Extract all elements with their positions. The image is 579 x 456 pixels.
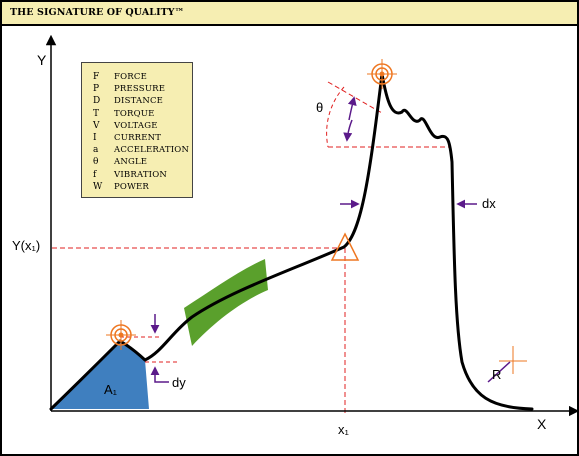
- legend-label: CURRENT: [114, 132, 162, 143]
- legend-row: T TORQUE: [82, 106, 192, 119]
- x1-label: x₁: [338, 422, 349, 437]
- legend-symbol: V: [93, 120, 100, 131]
- legend-label: VOLTAGE: [114, 120, 158, 131]
- signature-curve: [49, 72, 534, 411]
- legend-row: F FORCE: [82, 69, 192, 82]
- legend-symbol: θ: [93, 157, 99, 168]
- legend-row: D DISTANCE: [82, 93, 192, 107]
- area-a1-label: A₁: [104, 382, 118, 397]
- legend-label: ANGLE: [114, 157, 148, 168]
- x-axis-label: X: [537, 416, 547, 432]
- triangle-marker-icon: [330, 232, 360, 261]
- legend-row: I CURRENT: [82, 130, 192, 143]
- dy-arrow-up: [150, 366, 169, 383]
- theta-arrow-up: [347, 96, 357, 121]
- legend-row: a ACCELERATION: [82, 142, 192, 156]
- theta-arrow-down: [343, 119, 353, 142]
- legend-row: V VOLTAGE: [82, 118, 192, 131]
- header-bar: THE SIGNATURE OF QUALITY™: [2, 2, 577, 26]
- theta-label: θ: [316, 100, 324, 115]
- dy-label: dy: [172, 375, 186, 390]
- legend-row: θ ANGLE: [82, 154, 192, 168]
- legend-symbol: I: [93, 132, 97, 143]
- y-of-x1-label: Y(x₁): [12, 238, 41, 253]
- target-icon: [106, 320, 136, 350]
- legend-symbol: F: [93, 72, 100, 82]
- header-title: THE SIGNATURE OF QUALITY™: [10, 7, 185, 18]
- theta-arc: [326, 86, 345, 148]
- y-axis-label: Y: [37, 52, 47, 68]
- legend-label: TORQUE: [114, 108, 155, 119]
- legend-label: DISTANCE: [114, 96, 164, 107]
- legend-symbol: D: [93, 96, 101, 107]
- legend-label: POWER: [114, 181, 150, 192]
- legend-symbol: P: [93, 84, 100, 95]
- legend-label: FORCE: [114, 72, 147, 82]
- legend-row: W POWER: [82, 179, 192, 192]
- legend-symbol: W: [93, 181, 103, 192]
- legend-label: ACCELERATION: [114, 145, 190, 156]
- peak-slope-line: [327, 81, 383, 114]
- legend-label: PRESSURE: [114, 84, 166, 95]
- target-icon: [367, 59, 397, 89]
- legend-symbol: T: [93, 108, 100, 119]
- dx-label: dx: [482, 196, 496, 211]
- area-a1-fill: [51, 341, 149, 409]
- tolerance-band: [184, 259, 268, 346]
- legend-row: P PRESSURE: [82, 81, 192, 95]
- legend-label: VIBRATION: [114, 169, 168, 180]
- radius-label: R: [492, 367, 502, 382]
- radius-arrow: [487, 361, 511, 383]
- legend-symbol: f: [93, 169, 97, 180]
- legend-row: f VIBRATION: [82, 167, 192, 180]
- crosshair-icon: [499, 346, 527, 374]
- legend-box: F FORCE P PRESSURE D DISTANCE T TORQUE V VOLTAGE I…: [81, 62, 193, 198]
- legend-symbol: a: [93, 145, 99, 156]
